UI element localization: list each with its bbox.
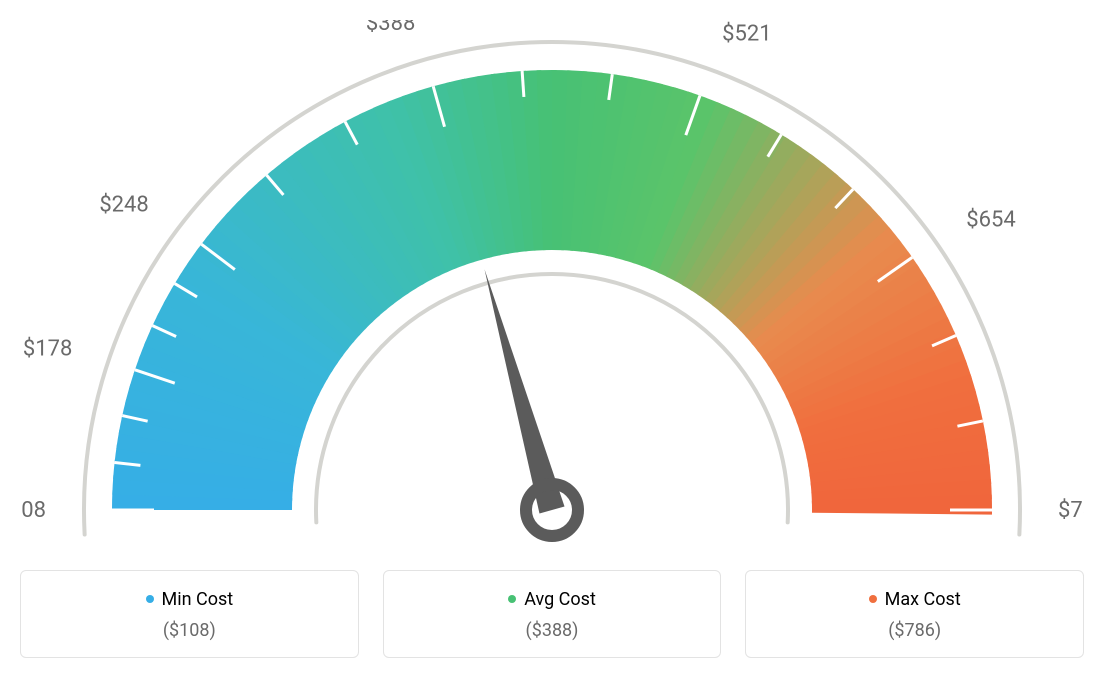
tick-label: $521 — [722, 21, 771, 46]
legend-label-max: Max Cost — [885, 589, 961, 610]
legend-row: Min Cost ($108) Avg Cost ($388) Max Cost… — [20, 570, 1084, 658]
legend-card-avg: Avg Cost ($388) — [383, 570, 722, 658]
gauge-chart: $108 $178 $248 $388 $521 $654 $786 — [20, 20, 1084, 560]
legend-card-max: Max Cost ($786) — [745, 570, 1084, 658]
legend-label-avg: Avg Cost — [524, 589, 596, 610]
gauge-needle — [485, 269, 578, 536]
legend-value-min: ($108) — [33, 620, 346, 641]
tick-label: $654 — [966, 207, 1015, 232]
tick-label: $786 — [1058, 498, 1084, 523]
legend-title-max: Max Cost — [758, 589, 1071, 610]
dot-icon-max — [869, 595, 877, 603]
tick-label: $108 — [20, 498, 46, 523]
legend-value-max: ($786) — [758, 620, 1071, 641]
legend-title-min: Min Cost — [33, 589, 346, 610]
tick-label: $178 — [23, 337, 72, 362]
legend-card-min: Min Cost ($108) — [20, 570, 359, 658]
dot-icon-min — [146, 595, 154, 603]
gauge-arc — [112, 70, 992, 515]
chart-container: $108 $178 $248 $388 $521 $654 $786 Min Cost ($… — [20, 20, 1084, 658]
legend-title-avg: Avg Cost — [396, 589, 709, 610]
tick-label: $388 — [366, 20, 415, 36]
legend-value-avg: ($388) — [396, 620, 709, 641]
tick-label: $248 — [99, 192, 148, 217]
dot-icon-avg — [508, 595, 516, 603]
legend-label-min: Min Cost — [162, 589, 234, 610]
